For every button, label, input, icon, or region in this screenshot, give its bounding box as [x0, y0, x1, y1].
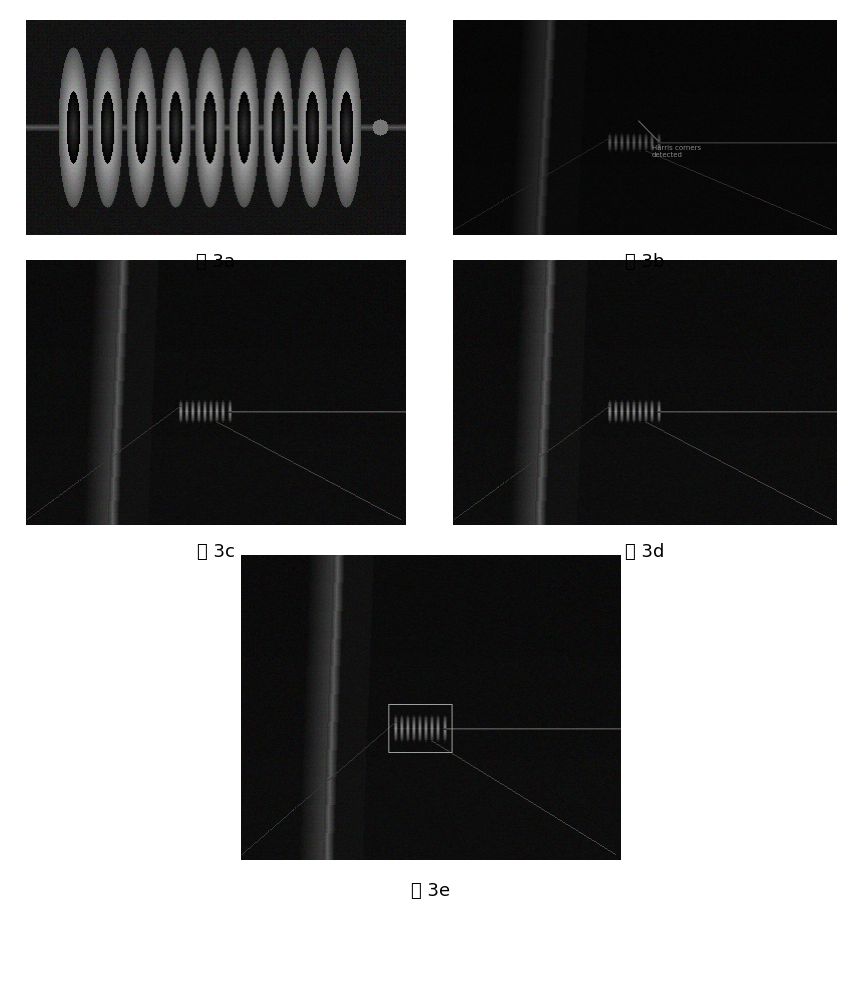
Text: 图 3a: 图 3a: [195, 253, 235, 271]
Text: Harris corners
detected: Harris corners detected: [651, 145, 700, 158]
Text: 图 3d: 图 3d: [624, 543, 663, 561]
Text: 图 3e: 图 3e: [411, 882, 450, 900]
Text: 图 3b: 图 3b: [624, 253, 663, 271]
Text: 图 3c: 图 3c: [196, 543, 234, 561]
